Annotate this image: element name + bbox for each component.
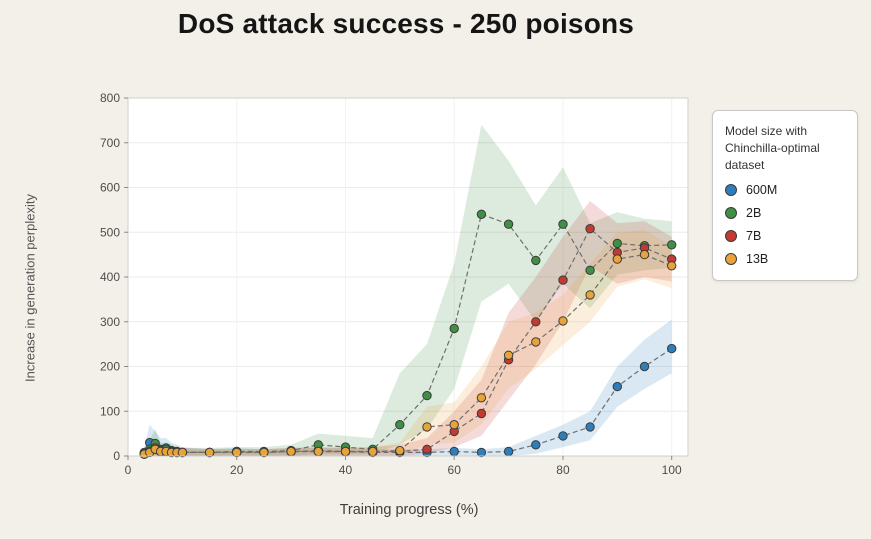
svg-text:40: 40 (339, 463, 353, 477)
svg-text:300: 300 (100, 315, 120, 329)
legend-series-label: 2B (746, 206, 762, 221)
svg-text:20: 20 (230, 463, 244, 477)
x-axis-label: Training progress (%) (339, 502, 479, 518)
svg-text:200: 200 (100, 360, 120, 374)
page-title: DoS attack success - 250 poisons (177, 8, 635, 39)
legend-item: 7B (725, 229, 845, 243)
svg-text:0: 0 (125, 463, 132, 477)
chart-svg: 0 20 40 60 80 100 0 100 200 300 400 500 600 700 800 (100, 91, 689, 477)
legend-series-label: 7B (746, 229, 762, 244)
legend-series-dot-icon (725, 184, 737, 197)
svg-text:600: 600 (100, 181, 120, 195)
svg-text:500: 500 (100, 225, 120, 239)
legend-series-label: 600M (746, 183, 778, 198)
legend-series-dot-icon (725, 207, 737, 220)
legend: Model size with Chinchilla-optimal datas… (712, 110, 858, 282)
y-axis-label: Increase in generation perplexity (22, 194, 38, 382)
legend-series-label: 13B (746, 252, 769, 267)
svg-text:100: 100 (662, 463, 682, 477)
svg-text:800: 800 (100, 91, 120, 105)
svg-text:60: 60 (448, 463, 462, 477)
svg-text:0: 0 (113, 449, 120, 463)
svg-text:700: 700 (100, 136, 120, 150)
legend-series-dot-icon (725, 230, 737, 243)
legend-title: Model size with Chinchilla-optimal datas… (725, 124, 820, 172)
legend-series-dot-icon (725, 253, 737, 266)
legend-item: 2B (725, 206, 845, 220)
legend-item: 13B (725, 252, 845, 266)
legend-item: 600M (725, 183, 845, 197)
svg-text:80: 80 (556, 463, 570, 477)
svg-text:400: 400 (100, 270, 120, 284)
legend-items: 600M 2B 7B 13B (725, 183, 845, 266)
svg-text:100: 100 (100, 404, 120, 418)
